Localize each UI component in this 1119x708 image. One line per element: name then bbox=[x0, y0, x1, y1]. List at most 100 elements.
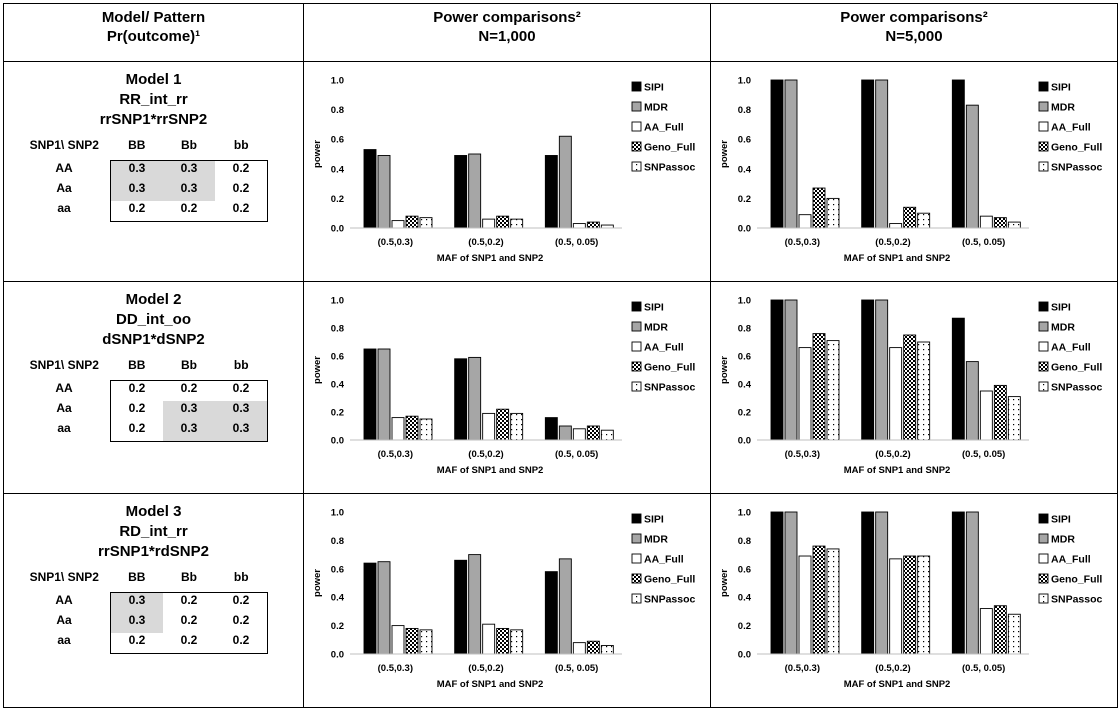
grid-row-label: AA bbox=[55, 592, 73, 607]
y-axis-label: power bbox=[312, 569, 323, 597]
power-chart-m3-n1000: 0.0 0.2 0.4 0.6 0.8 1.0 power (0.5,0.3) (0.5,0.2… bbox=[312, 508, 696, 691]
model-formula: dSNP1*dSNP2 bbox=[102, 331, 205, 348]
legend-swatch bbox=[631, 141, 642, 152]
grid-cell: 0.3 bbox=[163, 401, 215, 421]
grid-cell: 0.2 bbox=[163, 380, 215, 401]
bar-geno-full bbox=[903, 334, 917, 441]
grid-row-label: Aa bbox=[56, 613, 72, 627]
y-tick-label: 0.4 bbox=[738, 164, 752, 175]
y-tick-label: 1.0 bbox=[738, 508, 751, 519]
y-tick-label: 0.2 bbox=[331, 194, 344, 205]
power-chart-m1-n1000: 0.0 0.2 0.4 0.6 0.8 1.0 power (0.5,0.3) (0.5,0.2… bbox=[312, 76, 696, 265]
x-tick-label: (0.5,0.2) bbox=[468, 663, 503, 674]
model-formula: rrSNP1*rrSNP2 bbox=[99, 111, 208, 128]
model-name: RR_int_rr bbox=[119, 91, 188, 108]
legend-label: Geno_Full bbox=[1051, 362, 1102, 374]
y-tick-label: 0.4 bbox=[331, 593, 345, 604]
model-title: Model 1 bbox=[125, 71, 182, 88]
y-tick-label: 0.6 bbox=[738, 564, 751, 575]
bar-geno-full bbox=[812, 545, 826, 655]
bar-snpassoc bbox=[826, 548, 840, 655]
y-tick-label: 0.0 bbox=[738, 224, 751, 235]
y-tick-label: 1.0 bbox=[331, 296, 344, 307]
x-tick-label: (0.5,0.3) bbox=[785, 663, 820, 674]
bar-geno-full bbox=[405, 215, 419, 229]
bar-snpassoc bbox=[419, 217, 433, 229]
grid-col-header: bb bbox=[233, 138, 249, 152]
legend-label: AA_Full bbox=[644, 554, 684, 566]
grid-cell: 0.3 bbox=[110, 592, 163, 613]
bar-snpassoc bbox=[419, 629, 433, 655]
legend-swatch bbox=[631, 593, 642, 604]
bar-snpassoc bbox=[826, 197, 840, 229]
model-cell-2: Model 2 DD_int_oo dSNP1*dSNP2 SNP1\ SNP2… bbox=[3, 281, 304, 494]
grid-row-label: Aa bbox=[56, 401, 72, 415]
bar-geno-full bbox=[993, 384, 1007, 441]
legend-label: SIPI bbox=[644, 82, 664, 94]
grid-cell: 0.2 bbox=[110, 401, 163, 421]
y-tick-label: 0.8 bbox=[738, 324, 751, 335]
bar-mdr bbox=[468, 554, 482, 655]
y-tick-label: 0.4 bbox=[738, 593, 752, 604]
model-row-2: Model 2 DD_int_oo dSNP1*dSNP2 SNP1\ SNP2… bbox=[3, 281, 1118, 494]
x-tick-label: (0.5,0.2) bbox=[875, 449, 910, 460]
legend-label: MDR bbox=[644, 534, 668, 546]
genotype-table: SNP1\ SNP2 BB Bb bb AA 0.2 0.2 0.2 Aa 0.2 0.3 0.3 aa… bbox=[18, 358, 268, 442]
legend-label: SNPassoc bbox=[1051, 382, 1103, 394]
legend-label: SNPassoc bbox=[1051, 594, 1103, 606]
y-tick-label: 0.4 bbox=[331, 164, 345, 175]
bar-mdr bbox=[965, 361, 979, 441]
bar-mdr bbox=[875, 79, 889, 229]
bar-geno-full bbox=[993, 217, 1007, 229]
legend-swatch bbox=[1038, 593, 1049, 604]
model-formula: rrSNP1*rdSNP2 bbox=[98, 543, 209, 560]
bar-mdr bbox=[784, 79, 798, 229]
grid-cell: 0.2 bbox=[215, 592, 268, 613]
bar-snpassoc bbox=[600, 429, 614, 441]
bar-sipi bbox=[544, 571, 558, 655]
y-tick-label: 0.0 bbox=[331, 224, 344, 235]
y-tick-label: 0.8 bbox=[331, 324, 344, 335]
y-tick-label: 0.0 bbox=[331, 436, 344, 447]
legend-label: SNPassoc bbox=[644, 162, 696, 174]
model-1-title-block: Model 1 RR_int_rr rrSNP1*rrSNP2 bbox=[4, 70, 303, 130]
grid-cell: 0.2 bbox=[163, 633, 215, 654]
grid-row-label: aa bbox=[57, 201, 71, 215]
bar-snpassoc bbox=[917, 555, 931, 655]
bar-snpassoc bbox=[826, 340, 840, 441]
genotype-table: SNP1\ SNP2 BB Bb bb AA 0.3 0.3 0.2 Aa 0.3 0.3 0.2 aa… bbox=[18, 138, 268, 222]
legend-swatch bbox=[631, 301, 642, 312]
legend-swatch bbox=[631, 573, 642, 584]
bar-geno-full bbox=[496, 408, 510, 441]
bar-sipi bbox=[363, 149, 377, 229]
chart-cell-m1-n1000: 0.0 0.2 0.4 0.6 0.8 1.0 power (0.5,0.3) (0.5,0.2… bbox=[303, 61, 711, 282]
y-tick-label: 0.8 bbox=[738, 536, 751, 547]
bar-aa-full bbox=[798, 214, 812, 229]
bar-geno-full bbox=[496, 215, 510, 229]
bar-geno-full bbox=[993, 605, 1007, 655]
bar-aa-full bbox=[391, 417, 405, 441]
model-3-title-block: Model 3 RD_int_rr rrSNP1*rdSNP2 bbox=[4, 502, 303, 562]
bar-sipi bbox=[770, 299, 784, 441]
bar-aa-full bbox=[572, 223, 586, 229]
bar-mdr bbox=[377, 348, 391, 441]
legend-swatch bbox=[631, 533, 642, 544]
bar-mdr bbox=[965, 104, 979, 229]
model-name: RD_int_rr bbox=[119, 523, 188, 540]
x-tick-label: (0.5, 0.05) bbox=[555, 663, 598, 674]
y-tick-label: 1.0 bbox=[331, 76, 344, 87]
legend-swatch bbox=[1038, 341, 1049, 352]
bar-snpassoc bbox=[510, 629, 524, 655]
model-cell-3: Model 3 RD_int_rr rrSNP1*rdSNP2 SNP1\ SN… bbox=[3, 493, 304, 708]
legend-swatch bbox=[1038, 161, 1049, 172]
bar-geno-full bbox=[812, 333, 826, 441]
bar-mdr bbox=[784, 511, 798, 655]
bar-snpassoc bbox=[419, 418, 433, 441]
x-axis-label: MAF of SNP1 and SNP2 bbox=[844, 253, 951, 264]
bar-geno-full bbox=[586, 425, 600, 441]
grid-corner-label: SNP1\ SNP2 bbox=[29, 138, 99, 152]
grid-cell: 0.2 bbox=[180, 613, 198, 627]
y-tick-label: 0.8 bbox=[331, 536, 344, 547]
bar-sipi bbox=[861, 79, 875, 229]
legend-label: Geno_Full bbox=[1051, 574, 1102, 586]
